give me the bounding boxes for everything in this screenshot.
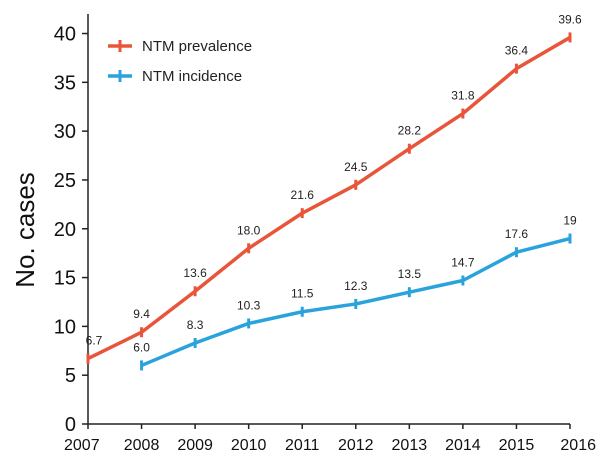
y-tick-label: 10: [54, 316, 76, 338]
series-line: [87, 35, 571, 361]
data-label: 31.8: [451, 89, 475, 103]
x-ticks: 2007 2008 2009 2010 2011 2012 2013 2014 2015 2016: [64, 424, 596, 454]
data-label: 10.3: [237, 298, 261, 312]
legend-label: NTM incidence: [142, 68, 242, 85]
data-label: 24.5: [344, 160, 368, 174]
legend-label: NTM prevalence: [142, 38, 252, 55]
data-label: 36.4: [505, 44, 529, 58]
x-tick-label: 2007: [64, 437, 100, 454]
y-tick-label: 30: [54, 121, 76, 143]
x-tick-label: 2016: [560, 437, 596, 454]
y-tick-label: 20: [54, 219, 76, 241]
data-label: 19: [563, 214, 577, 228]
data-label: 28.2: [398, 124, 422, 138]
data-label: 9.4: [133, 307, 150, 321]
legend: NTM prevalence NTM incidence: [108, 38, 252, 85]
x-tick-label: 2015: [499, 437, 535, 454]
y-axis-label: No. cases: [10, 172, 40, 288]
y-tick-label: 25: [54, 170, 76, 192]
x-tick-label: 2012: [338, 437, 374, 454]
y-ticks: 0 5 10 15 20 25 30 35 40: [54, 24, 88, 436]
y-tick-label: 35: [54, 72, 76, 94]
x-tick-label: 2013: [392, 437, 428, 454]
data-label: 13.6: [183, 266, 207, 280]
data-label: 12.3: [344, 279, 368, 293]
y-tick-label: 0: [65, 414, 76, 436]
series-0: 6.7 9.4 13.6 18.0 21.6 24.5 28.2 31.8 36.4 39.6: [86, 12, 582, 364]
data-label: 6.0: [133, 340, 150, 354]
x-tick-label: 2009: [177, 437, 213, 454]
x-tick-label: 2008: [124, 437, 160, 454]
data-label: 14.7: [451, 256, 475, 270]
data-label: 17.6: [505, 227, 529, 241]
series-1: 6.0 8.3 10.3 11.5 12.3 13.5 14.7 17.6 19: [133, 214, 577, 371]
y-tick-label: 40: [54, 24, 76, 46]
data-label: 6.7: [86, 334, 103, 348]
data-label: 39.6: [558, 12, 582, 26]
data-label: 8.3: [187, 318, 204, 332]
data-label: 13.5: [398, 267, 422, 281]
y-tick-label: 15: [54, 268, 76, 290]
series-layer: 6.79.413.618.021.624.528.231.836.439.66.…: [86, 12, 582, 371]
x-tick-label: 2010: [231, 437, 267, 454]
data-label: 18.0: [237, 223, 261, 237]
data-label: 11.5: [291, 287, 314, 301]
y-tick-label: 5: [65, 365, 76, 387]
data-label: 21.6: [291, 188, 315, 202]
x-tick-label: 2014: [445, 437, 481, 454]
x-tick-label: 2011: [285, 437, 320, 454]
